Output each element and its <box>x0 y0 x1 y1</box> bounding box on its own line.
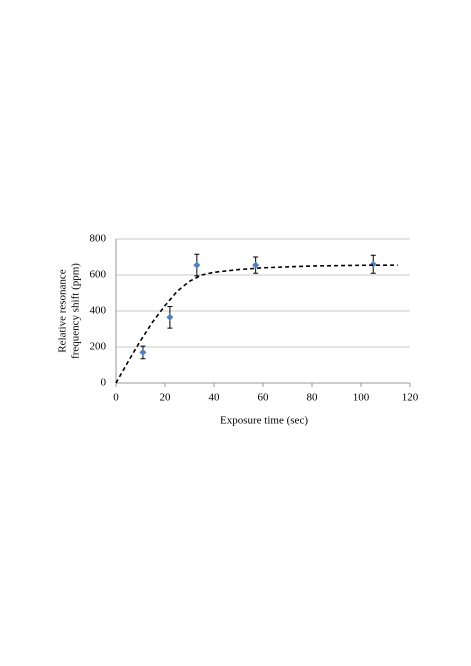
y-tick-label: 400 <box>90 305 107 317</box>
x-tick-label: 60 <box>258 392 270 404</box>
y-tick-label: 0 <box>101 377 107 389</box>
y-tick-label: 600 <box>90 269 107 281</box>
data-point <box>166 313 174 321</box>
x-axis-title: Exposure time (sec) <box>220 415 308 427</box>
y-axis-title: frequency shift (ppm) <box>70 263 82 359</box>
data-point <box>252 261 260 269</box>
x-tick-label: 120 <box>402 392 419 404</box>
x-tick-label: 100 <box>353 392 370 404</box>
x-tick-label: 40 <box>209 392 221 404</box>
data-point <box>369 260 377 268</box>
x-tick-label: 20 <box>160 392 172 404</box>
x-tick-label: 80 <box>307 392 319 404</box>
data-point <box>139 348 147 356</box>
data-point <box>193 261 201 269</box>
y-tick-label: 200 <box>90 341 107 353</box>
y-tick-label: 800 <box>90 233 107 245</box>
fit-line <box>115 264 398 384</box>
x-tick-label: 0 <box>113 392 119 404</box>
y-axis-title: Relative resonance <box>57 269 69 352</box>
